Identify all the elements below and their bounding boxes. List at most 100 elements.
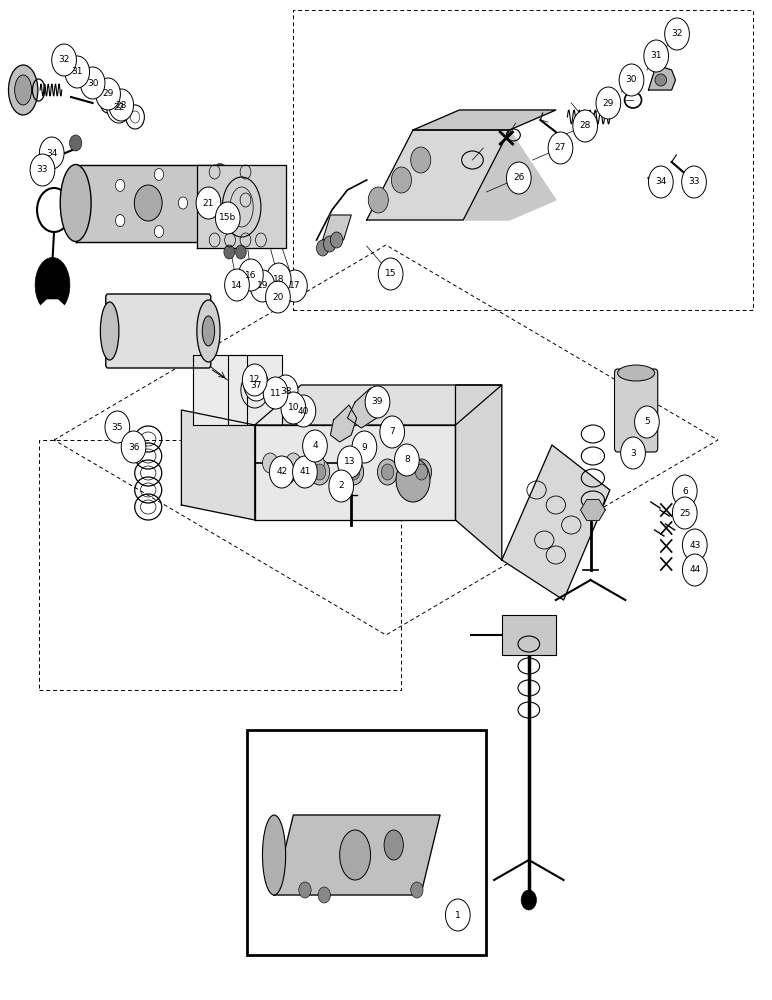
Polygon shape: [581, 500, 605, 520]
Circle shape: [286, 453, 301, 473]
Ellipse shape: [60, 164, 91, 241]
Text: 1: 1: [455, 910, 461, 920]
Circle shape: [283, 270, 307, 302]
Circle shape: [672, 497, 697, 529]
Circle shape: [318, 887, 330, 903]
Ellipse shape: [262, 815, 286, 895]
Text: 6: 6: [682, 487, 688, 495]
Polygon shape: [463, 130, 556, 220]
Polygon shape: [330, 405, 357, 442]
Text: 35: 35: [112, 422, 123, 432]
Text: 28: 28: [580, 121, 591, 130]
Text: 14: 14: [232, 280, 242, 290]
Text: 37: 37: [251, 380, 262, 389]
Polygon shape: [648, 65, 676, 90]
Circle shape: [391, 167, 411, 193]
Polygon shape: [181, 410, 255, 520]
Text: 15: 15: [385, 269, 396, 278]
Text: 34: 34: [655, 178, 666, 186]
Circle shape: [30, 154, 55, 186]
Polygon shape: [413, 110, 556, 130]
Circle shape: [682, 166, 706, 198]
Circle shape: [244, 369, 269, 401]
Circle shape: [291, 395, 316, 427]
Circle shape: [273, 375, 298, 407]
Circle shape: [309, 453, 324, 473]
Text: 16: 16: [245, 270, 256, 279]
Circle shape: [96, 78, 120, 110]
Circle shape: [411, 882, 423, 898]
Ellipse shape: [36, 257, 69, 312]
Circle shape: [506, 162, 531, 194]
Circle shape: [262, 453, 278, 473]
Circle shape: [323, 236, 336, 252]
Circle shape: [109, 89, 134, 121]
Text: 3: 3: [630, 448, 636, 458]
Circle shape: [317, 240, 329, 256]
Circle shape: [682, 529, 707, 561]
Text: 39: 39: [372, 397, 383, 406]
Circle shape: [215, 202, 240, 234]
Circle shape: [396, 458, 430, 502]
Polygon shape: [228, 355, 282, 425]
Polygon shape: [39, 300, 66, 318]
Text: 43: 43: [689, 540, 700, 550]
Circle shape: [619, 64, 644, 96]
Text: 9: 9: [361, 442, 367, 452]
Polygon shape: [76, 165, 220, 242]
Ellipse shape: [340, 830, 371, 880]
Text: 20: 20: [273, 292, 283, 302]
Text: 29: 29: [603, 99, 614, 107]
Circle shape: [381, 464, 394, 480]
Text: 11: 11: [270, 388, 281, 397]
Circle shape: [39, 137, 64, 169]
Polygon shape: [502, 445, 610, 600]
Text: 26: 26: [513, 174, 524, 182]
Text: 32: 32: [59, 55, 69, 64]
Text: 18: 18: [273, 274, 284, 284]
Circle shape: [337, 446, 362, 478]
Text: 38: 38: [280, 386, 291, 395]
Circle shape: [293, 456, 317, 488]
Circle shape: [269, 456, 294, 488]
Circle shape: [411, 459, 432, 485]
Ellipse shape: [204, 164, 236, 242]
Circle shape: [80, 67, 105, 99]
Ellipse shape: [655, 74, 666, 86]
Ellipse shape: [8, 65, 38, 115]
Circle shape: [263, 377, 288, 409]
Bar: [502, 615, 556, 655]
Text: 44: 44: [689, 566, 700, 574]
Text: 22: 22: [113, 103, 124, 111]
Circle shape: [411, 147, 431, 173]
Text: 5: 5: [644, 418, 650, 426]
FancyBboxPatch shape: [106, 294, 211, 368]
Circle shape: [239, 259, 263, 291]
Circle shape: [635, 406, 659, 438]
Circle shape: [303, 430, 327, 462]
Circle shape: [105, 411, 130, 443]
Text: 17: 17: [290, 282, 300, 290]
Text: 42: 42: [276, 468, 287, 477]
Circle shape: [276, 459, 296, 485]
Circle shape: [281, 392, 306, 424]
Circle shape: [116, 215, 125, 227]
Text: 15b: 15b: [219, 214, 236, 223]
Circle shape: [266, 281, 290, 313]
Text: 25: 25: [679, 508, 690, 518]
Circle shape: [225, 269, 249, 301]
Circle shape: [329, 470, 354, 502]
Circle shape: [178, 197, 188, 209]
Text: 19: 19: [257, 282, 268, 290]
Circle shape: [250, 270, 275, 302]
Polygon shape: [197, 165, 286, 248]
Circle shape: [378, 459, 398, 485]
Polygon shape: [347, 388, 382, 428]
Circle shape: [344, 459, 364, 485]
Circle shape: [242, 364, 267, 396]
Text: 34: 34: [46, 148, 57, 157]
Circle shape: [672, 475, 697, 507]
Circle shape: [352, 431, 377, 463]
Circle shape: [154, 168, 164, 180]
Text: 27: 27: [555, 143, 566, 152]
